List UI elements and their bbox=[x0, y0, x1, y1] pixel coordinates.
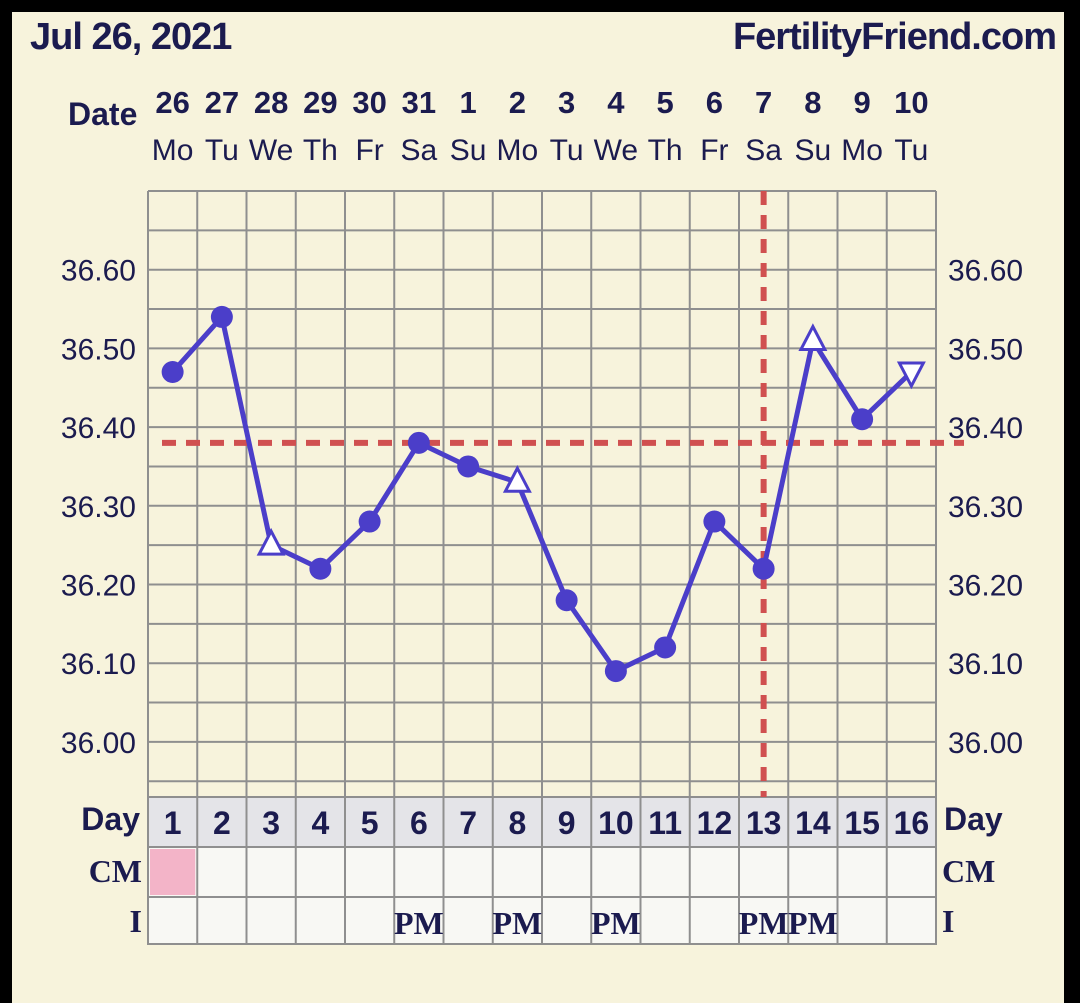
weekday-label: Mo bbox=[841, 134, 883, 167]
weekday-label: Th bbox=[303, 134, 338, 167]
temperature-point bbox=[654, 636, 677, 659]
y-tick-label-left: 36.10 bbox=[61, 648, 136, 681]
date-number-label: 6 bbox=[706, 85, 723, 120]
date-number-label: 8 bbox=[804, 85, 821, 120]
temperature-point bbox=[210, 305, 233, 328]
cycle-day-label: 16 bbox=[894, 805, 930, 841]
intercourse-pm-label: PM bbox=[739, 905, 789, 941]
weekday-label: Tu bbox=[894, 134, 928, 167]
day-row-label-right: Day bbox=[944, 801, 1003, 837]
chart-date: Jul 26, 2021 bbox=[30, 16, 232, 58]
temperature-point-open bbox=[502, 464, 532, 493]
y-tick-label-left: 36.50 bbox=[61, 333, 136, 366]
date-number-label: 2 bbox=[509, 85, 526, 120]
temperature-point-open bbox=[798, 323, 828, 352]
cycle-day-label: 4 bbox=[311, 805, 329, 841]
y-tick-label-right: 36.60 bbox=[948, 255, 1023, 288]
weekday-label: Th bbox=[648, 134, 683, 167]
y-tick-label-left: 36.20 bbox=[61, 570, 136, 603]
chart-card: Jul 26, 2021 FertilityFriend.com Date Da… bbox=[12, 12, 1064, 1003]
cycle-day-label: 3 bbox=[262, 805, 280, 841]
weekday-label: Fr bbox=[700, 134, 728, 167]
y-tick-label-right: 36.50 bbox=[948, 333, 1023, 366]
cycle-day-label: 1 bbox=[164, 805, 182, 841]
date-number-label: 1 bbox=[460, 85, 477, 120]
cycle-day-label: 2 bbox=[213, 805, 231, 841]
temperature-point bbox=[358, 510, 381, 533]
temperature-point bbox=[703, 510, 726, 533]
cycle-day-label: 5 bbox=[361, 805, 379, 841]
cycle-day-label: 7 bbox=[459, 805, 477, 841]
weekday-label: Su bbox=[795, 134, 832, 167]
bbt-chart: Date Day Day CM CM I I PM PM PM PM PM1 2 3 4 5 6 7… bbox=[61, 85, 1023, 945]
day-row-label-left: Day bbox=[81, 801, 140, 837]
y-tick-label-left: 36.30 bbox=[61, 491, 136, 524]
y-tick-label-left: 36.60 bbox=[61, 255, 136, 288]
weekday-label: Tu bbox=[550, 134, 584, 167]
temperature-point-open bbox=[256, 527, 286, 556]
weekday-label: We bbox=[249, 134, 293, 167]
cycle-day-label: 12 bbox=[697, 805, 733, 841]
temperature-point bbox=[407, 431, 430, 454]
y-tick-label-left: 36.40 bbox=[61, 412, 136, 445]
cm-mark bbox=[150, 849, 196, 895]
temperature-line bbox=[170, 314, 914, 674]
date-row-label: Date bbox=[68, 96, 137, 132]
temperature-point bbox=[457, 455, 480, 478]
temperature-point bbox=[309, 557, 332, 580]
cycle-day-label: 11 bbox=[648, 805, 682, 841]
cycle-day-label: 6 bbox=[410, 805, 428, 841]
brand-name: FertilityFriend.com bbox=[732, 16, 1057, 58]
y-tick-label-right: 36.10 bbox=[948, 648, 1023, 681]
intercourse-pm-label: PM bbox=[788, 905, 838, 941]
temperature-point-open bbox=[896, 361, 926, 390]
cycle-day-label: 14 bbox=[795, 805, 831, 841]
weekday-label: Fr bbox=[355, 134, 383, 167]
date-number-label: 10 bbox=[894, 85, 928, 120]
date-number-label: 26 bbox=[155, 85, 189, 120]
y-tick-label-right: 36.40 bbox=[948, 412, 1023, 445]
cycle-day-label: 15 bbox=[844, 805, 880, 841]
date-number-label: 28 bbox=[254, 85, 288, 120]
date-number-label: 29 bbox=[303, 85, 337, 120]
date-number-label: 4 bbox=[607, 85, 625, 120]
date-number-label: 31 bbox=[402, 85, 436, 120]
cycle-day-label: 10 bbox=[598, 805, 634, 841]
date-number-label: 5 bbox=[657, 85, 674, 120]
y-tick-label-right: 36.20 bbox=[948, 570, 1023, 603]
weekday-label: Mo bbox=[152, 134, 194, 167]
y-tick-label-right: 36.00 bbox=[948, 727, 1023, 760]
weekday-label: Mo bbox=[497, 134, 539, 167]
intercourse-pm-label: PM bbox=[394, 905, 444, 941]
temperature-point bbox=[752, 557, 775, 580]
i-row-label-left: I bbox=[130, 903, 142, 939]
y-tick-label-left: 36.00 bbox=[61, 727, 136, 760]
intercourse-pm-label: PM bbox=[591, 905, 641, 941]
date-number-label: 9 bbox=[854, 85, 871, 120]
date-number-label: 3 bbox=[558, 85, 575, 120]
weekday-label: We bbox=[594, 134, 638, 167]
weekday-label: Sa bbox=[745, 134, 782, 167]
temperature-point bbox=[555, 589, 578, 612]
date-number-label: 30 bbox=[352, 85, 386, 120]
cycle-day-label: 8 bbox=[508, 805, 526, 841]
date-number-label: 7 bbox=[755, 85, 772, 120]
temperature-point bbox=[851, 408, 874, 431]
temperature-point bbox=[604, 660, 627, 683]
intercourse-pm-label: PM bbox=[493, 905, 543, 941]
cycle-day-label: 9 bbox=[558, 805, 576, 841]
weekday-label: Tu bbox=[205, 134, 239, 167]
y-tick-label-right: 36.30 bbox=[948, 491, 1023, 524]
cm-row-label-right: CM bbox=[942, 853, 995, 889]
weekday-label: Su bbox=[450, 134, 487, 167]
i-row-label-right: I bbox=[942, 903, 954, 939]
date-number-label: 27 bbox=[205, 85, 239, 120]
temperature-point bbox=[161, 361, 184, 384]
cm-row-label-left: CM bbox=[89, 853, 142, 889]
cycle-day-label: 13 bbox=[746, 805, 782, 841]
weekday-label: Sa bbox=[401, 134, 438, 167]
